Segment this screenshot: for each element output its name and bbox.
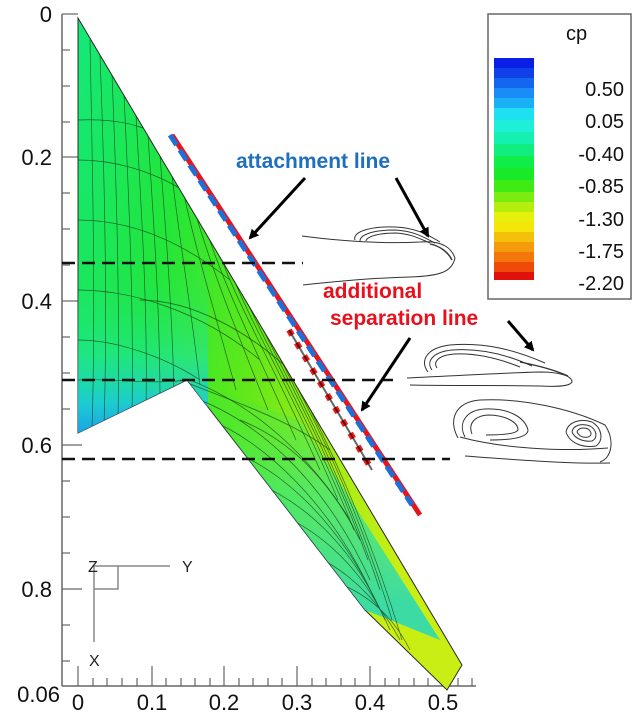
x-tick-label: 0.5	[428, 690, 459, 715]
wing-planform	[77, 16, 463, 691]
x-axis-ticks	[77, 666, 473, 686]
axis-triad: Z Y X	[88, 559, 193, 670]
x-tick-label: 0.3	[282, 690, 313, 715]
legend-level: -0.85	[578, 176, 624, 198]
x-tick-label: 0.1	[137, 690, 168, 715]
legend-level: -1.30	[578, 209, 624, 231]
colorbar	[494, 58, 534, 280]
additional-label: additional	[323, 280, 422, 303]
triad-y-label: Y	[182, 559, 193, 576]
x-axis: 0 0.1 0.2 0.3 0.4 0.5	[62, 666, 476, 715]
annotation-separation: additional separation line	[323, 280, 535, 412]
section-sketch-1	[301, 226, 456, 286]
legend-level: -2.20	[578, 273, 624, 295]
y-tick-label: 0.2	[21, 145, 52, 170]
y-axis: 0 0.2 0.4 0.6 0.8 0.06	[17, 2, 82, 707]
tip-vortex-curl	[376, 454, 457, 508]
y-tick-label: 0.4	[21, 289, 52, 314]
cp-legend: cp 0.50 0.05 -0.40 -0.85	[487, 13, 632, 300]
section-sketch-3	[453, 399, 612, 464]
x-tick-label: 0	[72, 690, 84, 715]
x-tick-label: 0.2	[209, 690, 240, 715]
legend-level: 0.50	[585, 79, 624, 101]
x-tick-label: 0.4	[355, 690, 386, 715]
legend-title: cp	[566, 23, 587, 45]
y-tick-label: 0.6	[21, 433, 52, 458]
attachment-line-label: attachment line	[236, 150, 390, 173]
annotation-attachment: attachment line	[236, 150, 430, 240]
y-bottom-label: 0.06	[17, 682, 60, 707]
triad-x-label: X	[89, 653, 100, 670]
section-cuts	[62, 261, 450, 461]
y-axis-ticks	[62, 13, 82, 662]
legend-level: -0.40	[578, 144, 624, 166]
y-tick-label: 0.8	[21, 577, 52, 602]
triad-z-label: Z	[88, 559, 98, 576]
section-sketch-2	[406, 343, 573, 387]
legend-level: 0.05	[585, 111, 624, 133]
separation-line-label: separation line	[330, 307, 478, 330]
attachment-line	[167, 133, 415, 507]
legend-level: -1.75	[578, 241, 624, 263]
y-tick-label: 0	[40, 2, 52, 27]
